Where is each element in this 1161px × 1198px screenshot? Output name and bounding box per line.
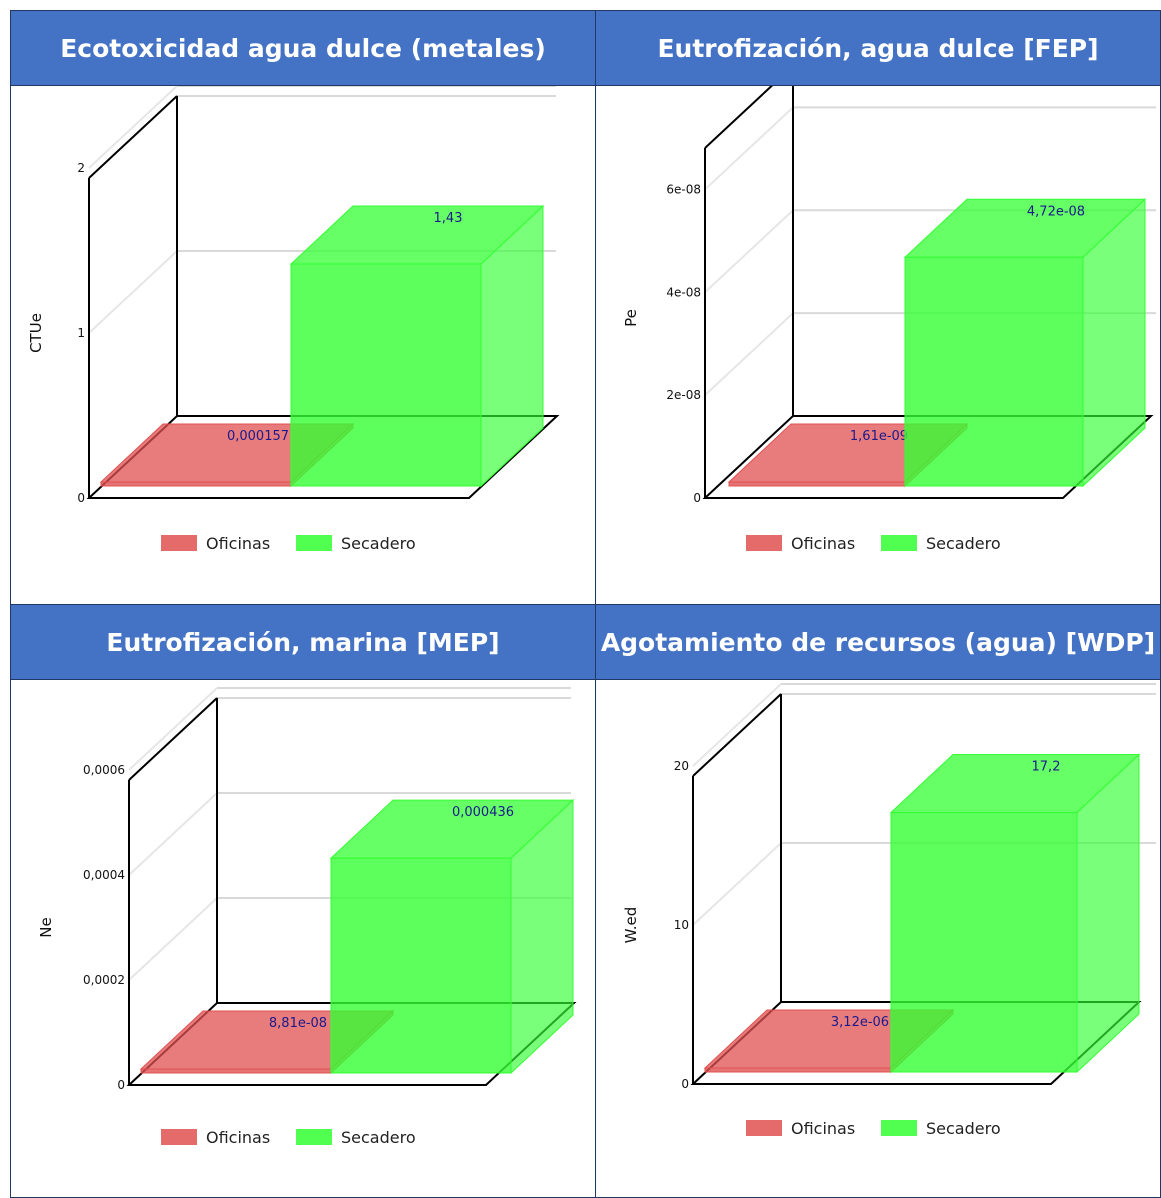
data-label: 8,81e-08 [269, 1016, 327, 1031]
bar-secadero [904, 256, 1084, 487]
legend-label-oficinas: Oficinas [206, 534, 270, 553]
gridline-side [88, 250, 178, 334]
data-label: 17,2 [1032, 760, 1061, 775]
legend-label-secadero: Secadero [341, 1128, 416, 1147]
chart-svg: 0,000157 1,43 0 1 2 CTUe Oficinas Secadero [27, 86, 560, 553]
y-tick-label: 2e-08 [666, 388, 701, 402]
y-axis-label: W.ed [622, 907, 640, 944]
y-axis-top-edge [88, 95, 178, 179]
legend-swatch-secadero [881, 1120, 917, 1136]
bar-oficinas [140, 1068, 332, 1074]
chart-grid: Ecotoxicidad agua dulce (metales) 0,0001… [10, 10, 1161, 1198]
chart-panel-freshwater-eutrophication: Eutrofización, agua dulce [FEP] 1,61e-09… [595, 10, 1161, 605]
chart-panel-water-depletion: Agotamiento de recursos (agua) [WDP] 3,1… [595, 604, 1161, 1198]
gridline-side [128, 792, 218, 876]
y-tick-label: 0,0006 [83, 763, 125, 777]
y-tick-label: 0,0004 [83, 868, 125, 882]
legend-label-oficinas: Oficinas [791, 534, 855, 553]
gridline-side [692, 683, 782, 767]
bar-oficinas [704, 1067, 892, 1073]
chart-svg: 1,61e-09 4,72e-08 0 2e-08 4e-08 6e-08 Pe Oficin… [622, 86, 1156, 553]
gridline-side [692, 842, 782, 926]
legend-label-oficinas: Oficinas [791, 1119, 855, 1138]
y-tick-label: 0 [693, 491, 701, 505]
data-label: 1,43 [434, 211, 463, 226]
y-tick-label: 20 [674, 759, 689, 773]
legend-swatch-secadero [296, 1129, 332, 1145]
chart-svg: 3,12e-06 17,2 0 10 20 W.ed Oficinas Secadero [622, 683, 1156, 1138]
gridline-side [128, 897, 218, 981]
chart-panel-marine-eutrophication: Eutrofización, marina [MEP] 8,81e-08 0,00… [10, 604, 596, 1198]
data-label: 0,000157 [227, 429, 289, 444]
chart-title: Eutrofización, agua dulce [FEP] [596, 11, 1160, 86]
data-label: 4,72e-08 [1027, 204, 1085, 219]
legend-swatch-secadero [881, 535, 917, 551]
legend-swatch-oficinas [161, 535, 197, 551]
gridline-side [704, 312, 794, 396]
chart-title: Agotamiento de recursos (agua) [WDP] [596, 605, 1160, 680]
gridline-side [88, 86, 178, 169]
y-tick-label: 10 [674, 918, 689, 932]
y-axis-top-edge [128, 697, 218, 781]
y-axis-label: Pe [622, 309, 640, 327]
chart-title: Ecotoxicidad agua dulce (metales) [11, 11, 595, 86]
y-tick-label: 4e-08 [666, 285, 701, 299]
y-tick-label: 2 [77, 161, 85, 175]
y-axis-label: CTUe [27, 313, 45, 353]
bar-secadero [890, 812, 1078, 1073]
legend-swatch-oficinas [746, 535, 782, 551]
chart-svg: 8,81e-08 0,000436 0 0,0002 0,0004 0,0006 Ne Ofi… [37, 687, 577, 1147]
chart-title: Eutrofización, marina [MEP] [11, 605, 595, 680]
legend-label-secadero: Secadero [926, 534, 1001, 553]
legend-swatch-secadero [296, 535, 332, 551]
bar-secadero [290, 263, 482, 487]
y-axis-top-edge [704, 86, 774, 149]
bar-secadero [330, 857, 512, 1074]
gridline-side [704, 106, 794, 191]
y-axis-label: Ne [37, 917, 55, 937]
chart-panel-ecotoxicity: Ecotoxicidad agua dulce (metales) 0,0001… [10, 10, 596, 605]
legend-swatch-oficinas [161, 1129, 197, 1145]
legend-swatch-oficinas [746, 1120, 782, 1136]
y-tick-label: 0 [77, 491, 85, 505]
y-tick-label: 1 [77, 326, 85, 340]
y-tick-label: 0,0002 [83, 973, 125, 987]
bar-oficinas [728, 481, 906, 487]
gridline-side [128, 687, 218, 771]
legend-label-oficinas: Oficinas [206, 1128, 270, 1147]
y-tick-label: 0 [117, 1078, 125, 1092]
data-label: 3,12e-06 [831, 1015, 889, 1030]
legend-label-secadero: Secadero [926, 1119, 1001, 1138]
y-axis-top-edge [692, 693, 782, 777]
data-label: 0,000436 [452, 805, 514, 820]
gridline-side [704, 209, 794, 294]
bar-oficinas [100, 481, 292, 487]
legend-label-secadero: Secadero [341, 534, 416, 553]
y-tick-label: 6e-08 [666, 182, 701, 196]
y-tick-label: 0 [681, 1077, 689, 1091]
data-label: 1,61e-09 [850, 429, 908, 444]
